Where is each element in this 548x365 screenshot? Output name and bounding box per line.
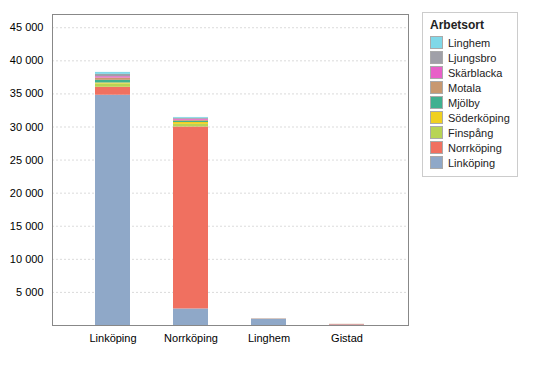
html-text:Söderköping: Söderköping: [448, 111, 510, 124]
svg-text:Linghem: Linghem: [248, 332, 290, 344]
svg-text:Norrköping: Norrköping: [164, 332, 218, 344]
html-text:Mjölby: Mjölby: [448, 96, 480, 109]
svg-text:35 000: 35 000: [10, 87, 44, 99]
svg-text:20 000: 20 000: [10, 187, 44, 199]
svg-text:Gistad: Gistad: [331, 332, 363, 344]
html-text:Skärblacka: Skärblacka: [448, 66, 503, 79]
svg-text:10 000: 10 000: [10, 253, 44, 265]
svg-text:Linköping: Linköping: [89, 332, 136, 344]
html-text:Motala: Motala: [448, 81, 481, 94]
html-text:Linghem: Linghem: [448, 36, 491, 49]
svg-text:30 000: 30 000: [10, 121, 44, 133]
svg-text:45 000: 45 000: [10, 21, 44, 33]
html-text:Arbetsort: Arbetsort: [430, 18, 484, 32]
html-text:Linköping: Linköping: [448, 156, 496, 169]
svg-text:40 000: 40 000: [10, 54, 44, 66]
svg-text:15 000: 15 000: [10, 220, 44, 232]
html-text:Norrköping: Norrköping: [448, 141, 502, 154]
html-text:Finspång: Finspång: [448, 126, 494, 139]
svg-text:25 000: 25 000: [10, 154, 44, 166]
svg-text:5 000: 5 000: [16, 286, 44, 298]
html-text:Ljungsbro: Ljungsbro: [448, 51, 497, 64]
